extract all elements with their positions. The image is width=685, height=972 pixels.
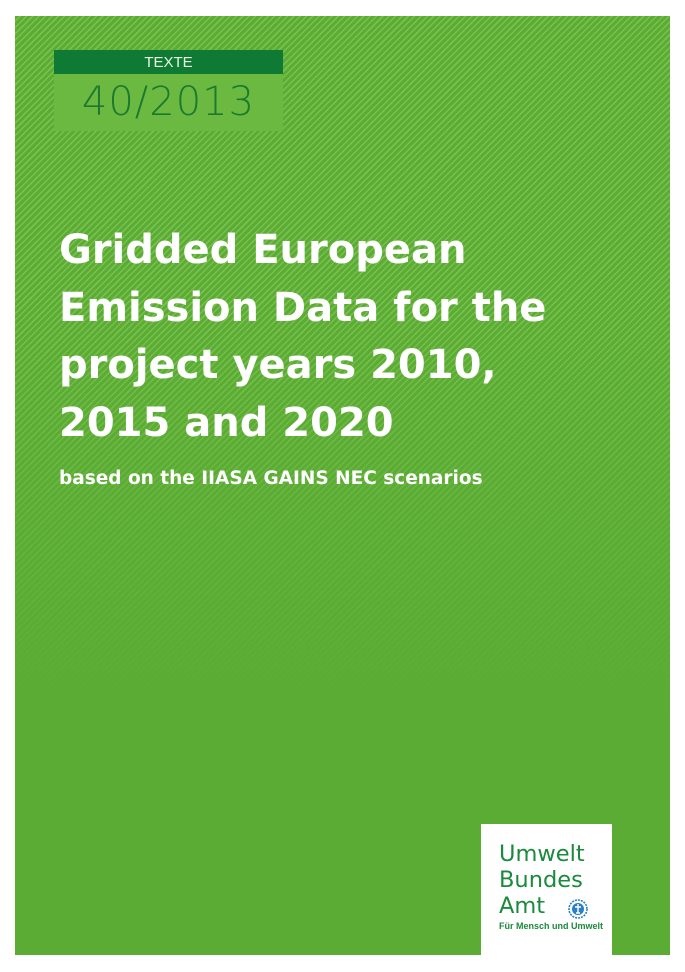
- title-line: project years 2010,: [59, 342, 497, 388]
- publisher-logo: Umwelt Bundes Amt Für Mensch und Umwelt: [481, 824, 612, 955]
- series-badge: TEXTE 40/2013: [54, 50, 283, 131]
- un-emblem-icon: [568, 899, 588, 919]
- title-line: Emission Data for the: [59, 284, 547, 331]
- logo-word: Umwelt: [499, 841, 585, 867]
- series-label: TEXTE: [54, 50, 283, 74]
- title-line: Gridded European: [59, 227, 467, 273]
- series-number: 40/2013: [54, 74, 283, 131]
- logo-tagline: Für Mensch und Umwelt: [499, 921, 604, 931]
- logo-word: Amt: [499, 893, 546, 919]
- document-subtitle: based on the IIASA GAINS NEC scenarios: [59, 468, 483, 489]
- diagonal-stripe-pattern: [15, 16, 670, 955]
- cover: TEXTE 40/2013 Gridded European Emission …: [15, 16, 670, 955]
- logo-word: Bundes: [499, 867, 583, 893]
- title-line: 2015 and 2020: [59, 399, 394, 446]
- document-title: Gridded European Emission Data for the p…: [59, 222, 619, 452]
